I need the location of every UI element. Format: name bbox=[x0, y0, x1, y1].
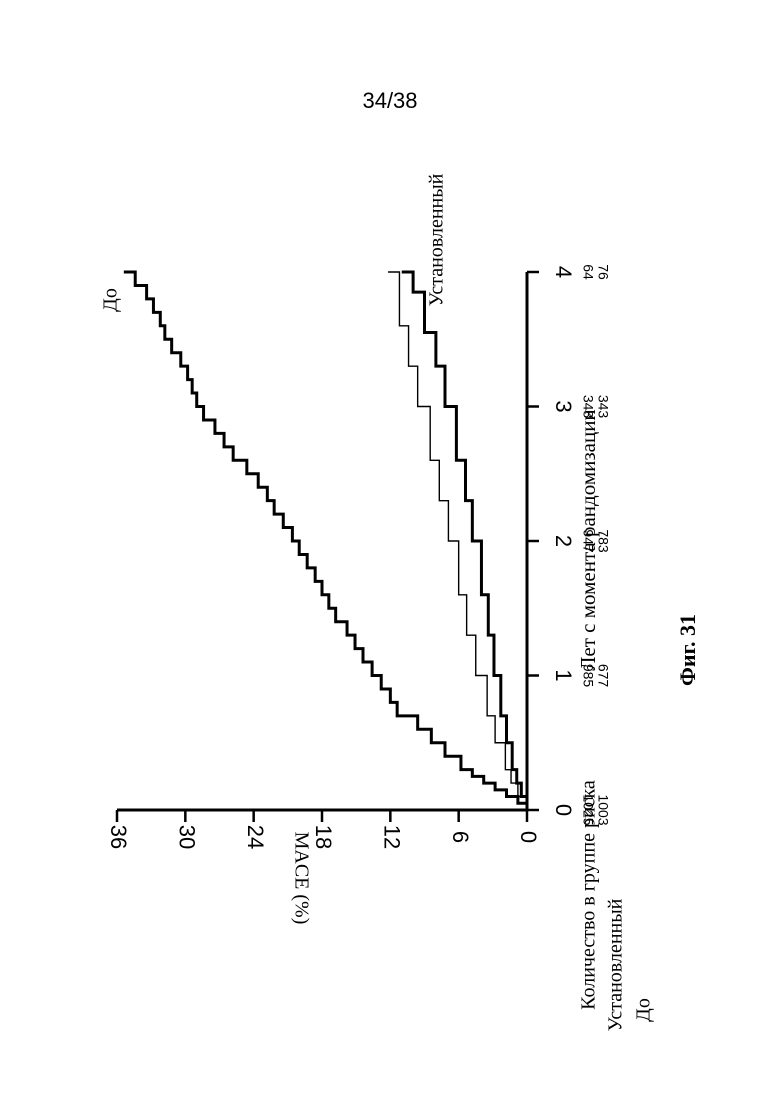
risk-value: 64 bbox=[580, 264, 596, 280]
risk-row-label: До bbox=[633, 998, 655, 1022]
x-tick-label: 1 bbox=[551, 669, 576, 681]
y-axis-label: MACE (%) bbox=[290, 832, 312, 925]
series-layer bbox=[124, 272, 527, 810]
risk-value: 348 bbox=[580, 395, 596, 419]
risk-value: 343 bbox=[595, 395, 611, 419]
y-tick-label: 24 bbox=[243, 825, 268, 849]
series-label-established: Установленный bbox=[426, 173, 448, 306]
risk-value: 947 bbox=[580, 529, 596, 553]
risk-value: 985 bbox=[580, 664, 596, 688]
y-tick-label: 12 bbox=[380, 825, 405, 849]
y-tick-label: 30 bbox=[175, 825, 200, 849]
risk-value: 76 bbox=[595, 264, 611, 280]
x-tick-label: 4 bbox=[551, 266, 576, 278]
y-tick-label: 18 bbox=[311, 825, 336, 849]
x-tick-label: 0 bbox=[551, 804, 576, 816]
figure-caption: Фиг. 31 bbox=[675, 614, 700, 686]
series-line-1 bbox=[124, 272, 527, 810]
y-tick-label: 0 bbox=[516, 831, 541, 843]
x-tick-label: 3 bbox=[551, 400, 576, 412]
risk-table-title: Количество в группе риска bbox=[578, 780, 600, 1010]
risk-value: 783 bbox=[595, 529, 611, 553]
risk-row-label: Установленный bbox=[605, 898, 627, 1031]
y-tick-label: 6 bbox=[448, 831, 473, 843]
series-label-do: До bbox=[100, 288, 122, 312]
y-tick-label: 36 bbox=[106, 825, 131, 849]
risk-value: 677 bbox=[595, 664, 611, 688]
x-tick-label: 2 bbox=[551, 535, 576, 547]
